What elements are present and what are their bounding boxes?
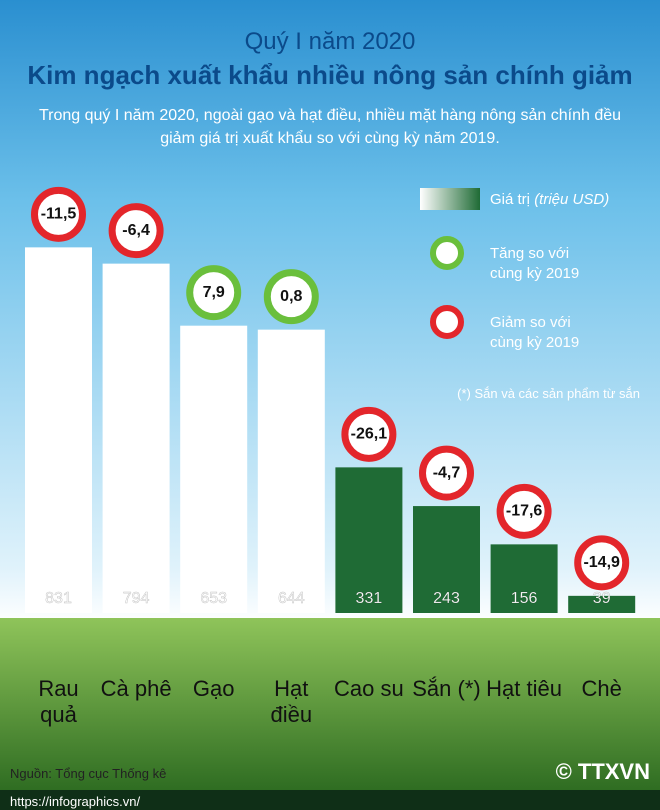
legend-decrease: Giảm so với cùng kỳ 2019	[490, 314, 580, 351]
value-label: 831	[45, 590, 72, 607]
change-label: -11,5	[41, 206, 77, 223]
change-label: 7,9	[203, 284, 225, 301]
source: Nguồn: Tổng cục Thống kê	[10, 766, 167, 781]
change-label: -26,1	[351, 426, 388, 443]
change-label: 0,8	[280, 288, 302, 305]
legend-increase-icon	[430, 236, 464, 270]
value-label: 331	[356, 590, 383, 607]
note: (*) Sắn và các sản phẩm từ sắn	[457, 386, 640, 401]
change-marker	[31, 186, 86, 242]
category-label: Rau quả	[38, 676, 79, 727]
change-marker	[341, 406, 397, 462]
value-label: 39	[593, 590, 611, 607]
legend-value-text: Giá trị	[490, 191, 531, 208]
chart-subtitle: Kim ngạch xuất khẩu nhiều nông sản chính…	[27, 60, 633, 90]
change-marker	[574, 535, 630, 591]
bar	[568, 595, 636, 613]
category-label: Gạo	[192, 676, 235, 701]
grass	[0, 618, 660, 790]
logo: © TTXVN	[555, 759, 650, 784]
legend-swatch	[420, 188, 480, 210]
category-label: Hạt điều	[270, 676, 313, 727]
value-label: 653	[200, 590, 227, 607]
bar	[413, 506, 480, 613]
change-marker	[108, 203, 164, 259]
change-label: -4,7	[433, 464, 461, 481]
description: Trong quý I năm 2020, ngoài gạo và hạt đ…	[38, 107, 622, 147]
category-label: Chè	[581, 676, 622, 701]
footer-bar	[0, 790, 660, 810]
value-label: 156	[511, 590, 538, 607]
legend-value: Giá trị (triệu USD)	[490, 190, 660, 210]
url: https://infographics.vn/	[10, 794, 141, 809]
category-label: Cao su	[334, 676, 404, 701]
change-label: -6,4	[122, 222, 150, 239]
bar	[102, 263, 170, 613]
value-label: 644	[278, 590, 305, 607]
category-label: Cà phê	[100, 676, 172, 701]
chart-title: Quý I năm 2020	[244, 28, 416, 55]
change-marker	[186, 265, 242, 321]
bar	[25, 247, 92, 614]
bar	[257, 329, 325, 613]
bar	[490, 544, 558, 613]
legend-decrease-icon	[430, 305, 464, 339]
category-label: Hạt tiêu	[486, 676, 562, 701]
change-marker	[419, 445, 474, 501]
change-label: -14,9	[583, 554, 620, 571]
legend-unit: (triệu USD)	[534, 191, 610, 208]
category-label: Sắn (*)	[412, 676, 481, 701]
change-marker	[263, 269, 319, 325]
bar	[335, 467, 403, 613]
legend-increase: Tăng so với cùng kỳ 2019	[490, 245, 580, 282]
change-label: -17,6	[506, 503, 543, 520]
value-label: 243	[433, 590, 460, 607]
bar	[180, 325, 248, 613]
change-marker	[496, 483, 552, 539]
value-label: 794	[123, 590, 150, 607]
